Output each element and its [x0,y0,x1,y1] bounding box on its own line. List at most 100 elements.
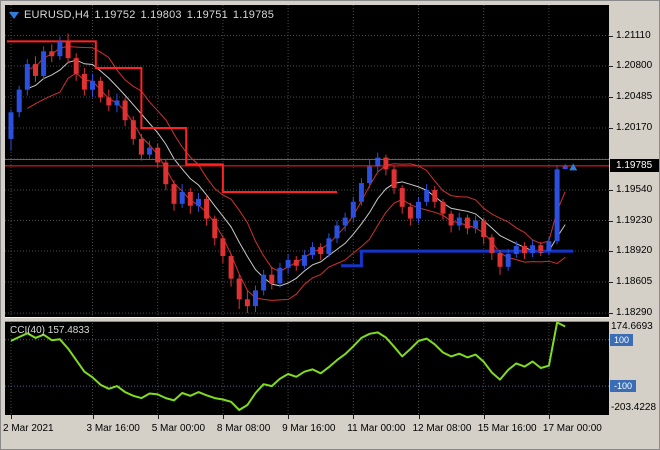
candle-body [277,267,283,284]
candle-body [24,64,30,90]
time-axis-tick [548,415,550,419]
pane-resize-divider[interactable] [5,317,609,322]
candle-body [310,247,316,255]
open-value: 1.19752 [94,9,136,21]
candle-body [489,237,495,253]
candle-body [187,192,193,206]
candle-body [220,238,226,256]
candle-body [285,259,291,268]
candle-body [98,80,104,98]
candle-body [522,246,527,253]
middle-ma-line [27,59,566,287]
candle-body [448,213,454,226]
price-axis-tick [609,282,613,284]
time-axis-label: 8 Mar 08:00 [216,423,271,434]
candle-body [546,241,552,251]
candle-body [269,274,275,284]
candle-body [236,278,242,300]
time-axis-label: 9 Mar 16:00 [282,423,336,434]
price-axis-tick [609,313,613,315]
candle-body [204,198,210,219]
candle-body [497,253,503,267]
candle-body [481,220,487,238]
candle-body [350,201,356,218]
time-axis-label: 5 Mar 00:00 [151,423,206,434]
candle-body [530,245,536,254]
candle-body [440,201,446,214]
candle-body [122,100,128,121]
close-value: 1.19785 [232,9,275,21]
candle-body [8,112,14,139]
current-price-label: 1.19785 [610,158,659,172]
candle-body [41,51,47,76]
price-axis-label: 1.19540 [616,184,653,196]
time-axis-tick [222,415,224,419]
candle-body [147,147,153,155]
symbol-period-label: EURUSD,H4 [24,9,90,21]
candle-body [358,183,364,202]
price-axis-label: 1.20170 [616,122,653,134]
time-axis-label: 11 Mar 00:00 [347,423,406,434]
candle-body [513,246,519,254]
candle-body [81,73,87,90]
candle-body [33,64,38,76]
candle-body [261,274,267,291]
price-axis-tick [609,251,613,253]
price-marker-icon [569,163,578,171]
symbol-triangle-icon [9,11,19,19]
time-axis-tick [353,415,355,419]
time-axis-label: 3 Mar 16:00 [86,423,140,434]
price-axis-tick [609,66,613,68]
time-axis-label: 17 Mar 00:00 [542,423,602,434]
price-axis-tick [609,35,613,37]
candle-body [318,247,324,254]
low-value: 1.19751 [186,9,228,21]
price-axis-tick [609,97,613,99]
candle-body [253,290,258,307]
high-value: 1.19803 [140,9,182,21]
time-axis-label: 15 Mar 16:00 [477,423,537,434]
candle-body [244,299,250,307]
candle-body [464,217,470,229]
price-axis[interactable]: 1.19785 1.21110 1.20800 1.20485 1.20170 1.19… [609,1,659,449]
candle-body [505,254,511,267]
cci-min-label: -203.4228 [611,402,657,413]
time-axis-tick [483,415,485,419]
candle-body [399,188,405,207]
candle-body [163,162,169,185]
price-axis-label: 1.20800 [616,60,653,72]
candle-body [65,41,71,59]
candle-body [16,89,22,113]
candle-body [106,97,112,106]
candle-body [73,58,79,74]
candle-body [326,238,332,254]
support-line [341,249,574,268]
price-axis-label: 1.19230 [616,214,653,226]
candle-body [432,190,438,202]
cci-indicator-label: CCI(40) 157.4833 [10,325,90,336]
candle-body [538,245,544,252]
candle-body [554,169,560,242]
price-axis-label: 1.20485 [616,91,653,103]
price-axis-label: 1.18605 [616,276,653,288]
time-axis-tick [92,415,94,419]
price-axis-label: 1.21110 [616,29,651,41]
price-axis-label: 1.18290 [616,307,653,319]
candle-body [114,100,120,106]
candle-body [367,166,373,184]
candle-body [49,51,55,57]
time-axis-tick [11,415,12,419]
candle-body [138,138,144,155]
time-axis-tick [288,415,290,419]
chart-canvas[interactable] [5,5,609,415]
candle-body [212,218,218,239]
time-axis[interactable]: 2 Mar 2021 3 Mar 16:00 5 Mar 00:00 8 Mar 08… [1,415,609,449]
candle-body [90,80,95,90]
cci-line [10,321,566,411]
candle-body [179,192,185,204]
candle-body [342,217,348,226]
candle-body [416,201,421,219]
chart-plot-area[interactable]: EURUSD,H4 1.19752 1.19803 1.19751 1.1978… [5,5,609,415]
candle-body [375,157,381,167]
